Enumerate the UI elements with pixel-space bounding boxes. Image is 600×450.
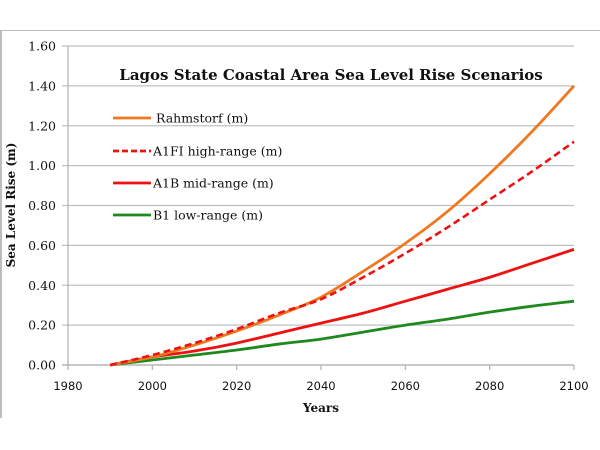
y-tick-labels: 0.00 0.20 0.40 0.60 0.80 1.00 1.20 1.40 1.60 — [28, 39, 56, 373]
x-tick-label: 2080 — [475, 379, 504, 393]
series-lines — [109, 84, 576, 367]
y-tick-label: 1.00 — [28, 158, 56, 173]
y-axis-title: Sea Level Rise (m) — [4, 143, 18, 268]
series-line-rahmstorf — [109, 84, 576, 367]
x-tick-label: 2100 — [559, 379, 588, 393]
legend: Rahmstorf (m) A1FI high-range (m) A1B mid-… — [113, 111, 282, 223]
chart-frame — [0, 30, 600, 418]
axes — [62, 46, 575, 370]
y-tick-label: 0.00 — [28, 358, 56, 373]
legend-label: Rahmstorf (m) — [156, 111, 248, 126]
y-tick-label: 0.20 — [28, 318, 56, 333]
x-tick-label: 2020 — [222, 379, 251, 393]
x-tick-label: 2000 — [138, 379, 167, 393]
gridlines — [62, 45, 574, 326]
legend-label: A1FI high-range (m) — [152, 144, 282, 159]
y-tick-label: 0.60 — [28, 238, 56, 253]
y-tick-label: 0.40 — [28, 278, 56, 293]
series-line-b1 — [110, 299, 575, 367]
y-tick-label: 1.20 — [28, 118, 56, 133]
x-tick-labels: 1980 2000 2020 2040 2060 2080 2100 — [53, 379, 588, 393]
x-axis-title: Years — [302, 401, 339, 415]
chart-title: Lagos State Coastal Area Sea Level Rise … — [119, 66, 542, 84]
y-tick-label: 0.80 — [28, 198, 56, 213]
legend-label: B1 low-range (m) — [153, 208, 263, 223]
x-tick-label: 2040 — [306, 379, 335, 393]
x-tick-label: 1980 — [53, 379, 82, 393]
y-tick-label: 1.60 — [28, 39, 56, 54]
y-tick-label: 1.40 — [28, 78, 56, 93]
series-line-a1fi — [109, 140, 575, 367]
x-tick-label: 2060 — [391, 379, 420, 393]
series-line-a1b — [109, 248, 575, 367]
legend-label: A1B mid-range (m) — [152, 176, 274, 191]
